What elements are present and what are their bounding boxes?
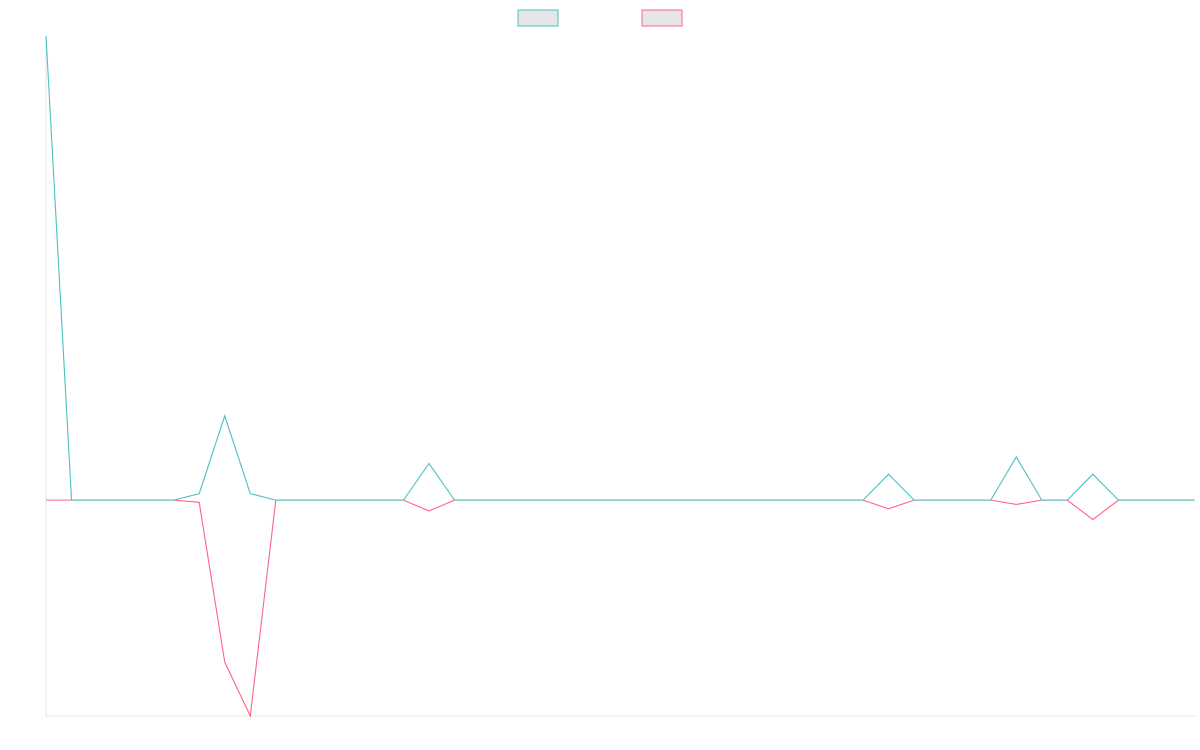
series-layer <box>45 35 1195 718</box>
series-line-1 <box>45 35 1195 501</box>
chart-axes <box>45 36 1195 717</box>
legend-swatch-series-1[interactable] <box>517 9 559 27</box>
chart-legend[interactable] <box>517 9 683 27</box>
series-2 <box>46 499 1195 718</box>
series-1 <box>45 35 1195 501</box>
legend-swatch-series-2[interactable] <box>641 9 683 27</box>
series-line-2 <box>46 499 1195 718</box>
